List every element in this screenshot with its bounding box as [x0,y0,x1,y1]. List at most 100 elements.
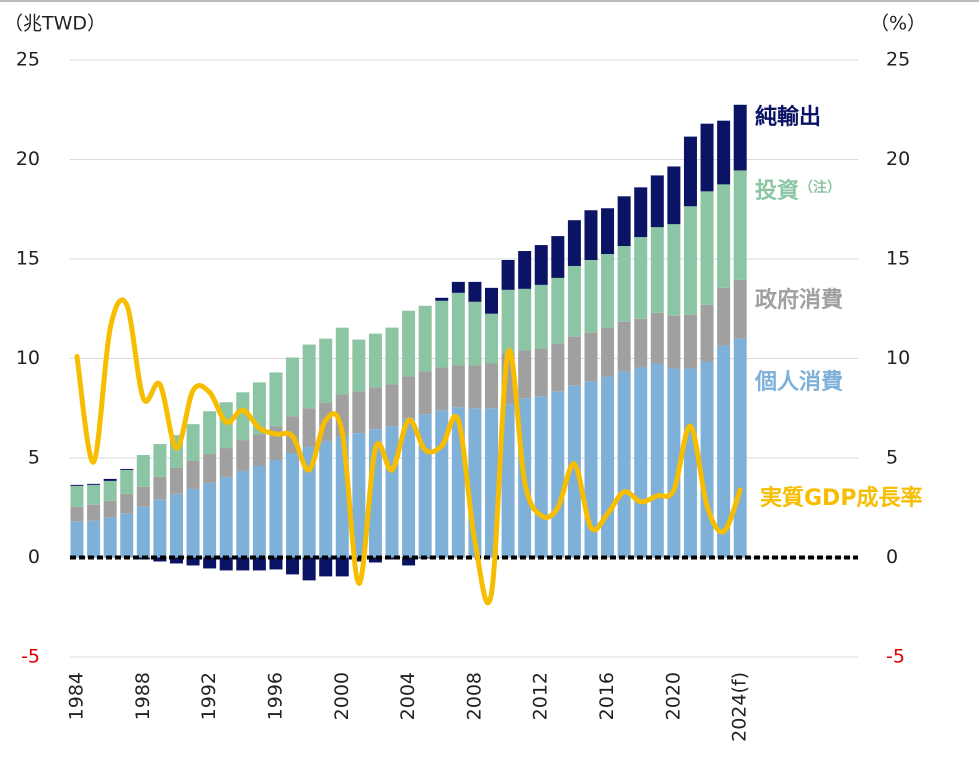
bar-segment [286,357,300,417]
bar-segment [733,104,747,171]
bar-segment [219,557,233,571]
bar-segment [733,170,747,280]
legend-label: 個人消費 [754,370,843,395]
bar-segment [700,361,714,558]
bar-segment [402,418,416,558]
bar-segment [103,517,117,558]
bar-segment [551,277,565,344]
bar-segment [551,236,565,278]
bar-segment [468,301,482,366]
legend-label: 実質GDP成長率 [760,485,922,511]
bar-segment [485,313,498,364]
line-series [74,297,743,606]
bar-segment [186,488,200,558]
bar-segment [169,557,183,564]
bar-segment [153,499,167,558]
bar-segment [584,332,598,382]
bar-segment [435,297,449,301]
bar-segment [319,441,333,558]
bar-segment [219,402,233,449]
bar-segment [153,444,167,477]
bar-segment [733,338,747,558]
bar-segment [667,166,681,225]
y-tick-label: 20 [16,148,40,170]
bar-segment [717,287,731,346]
bar-segment [634,318,648,368]
bar-segment [617,196,631,247]
bar-segment [286,453,300,558]
bar-segment [302,408,316,448]
bar-segment [700,304,714,362]
bar-segment [683,368,697,558]
legend-label: 政府消費 [755,287,843,313]
bar-segment [634,237,648,319]
bar-segment [186,557,200,566]
bar-segment [650,363,664,558]
bar-segment [551,391,565,558]
bar-segment [534,284,548,349]
bar-segment [153,476,167,500]
bar-segment [136,486,150,507]
bar-segment [435,300,449,368]
y-tick-label: 25 [16,49,40,71]
x-tick-label: 2012 [530,672,552,720]
legend-label: 投資 [755,178,799,204]
bar-segment [567,385,581,558]
bar-segment [584,259,598,333]
bar-segment [717,120,731,185]
bar-segment [584,210,598,260]
bar-segment [418,371,432,415]
bar-segment [601,254,615,328]
bar-segment [352,391,366,434]
x-tick-label: 2004 [397,672,419,720]
bar-segment [501,259,515,290]
bar-segment [385,327,399,385]
bar-segment [634,367,648,558]
bar-segment [518,350,532,399]
bar-segment [451,292,465,366]
bar-segment [601,327,615,377]
bar-segment [733,279,747,339]
bar-segment [302,344,316,409]
bar-segment [402,376,416,419]
bar-segment [70,506,84,522]
bar-segment [601,376,615,558]
bar-segment [203,557,217,569]
bar-segment [87,520,101,558]
bar-segment [501,289,515,354]
bar-segment [650,227,664,313]
bar-segment [219,476,233,558]
bar-segment [319,557,333,577]
bar-segment [335,327,349,395]
bar-segment [667,368,681,558]
bar-segment [534,245,548,285]
y-tick-label: 0 [28,546,40,568]
bar-segment [352,339,366,392]
bar-segment [319,338,333,403]
y2-tick-label: 5 [886,447,898,469]
y2-tick-label: 0 [886,546,898,568]
y2-tick-label: 15 [886,248,910,270]
bar-segment [468,281,482,302]
bar-segment [518,288,532,351]
bar-segment [87,504,101,521]
bar-segment [402,310,416,377]
bar-segment [634,187,648,238]
bar-segment [302,447,316,558]
bar-segment [153,557,167,562]
bar-segment [534,396,548,558]
bar-segment [120,513,134,558]
bar-segment [368,333,382,388]
bar-segment [468,365,482,409]
bar-segment [136,506,150,558]
bar-segment [70,484,84,486]
bar-segment [236,392,250,441]
bar-segment [534,348,548,397]
bar-segment [501,404,515,558]
bar-segment [286,557,300,575]
x-tick-label: 2008 [463,672,485,720]
bar-segment [236,470,250,558]
bar-segment [485,363,498,409]
bar-segment [485,287,498,314]
legend-note: （注） [799,179,841,196]
